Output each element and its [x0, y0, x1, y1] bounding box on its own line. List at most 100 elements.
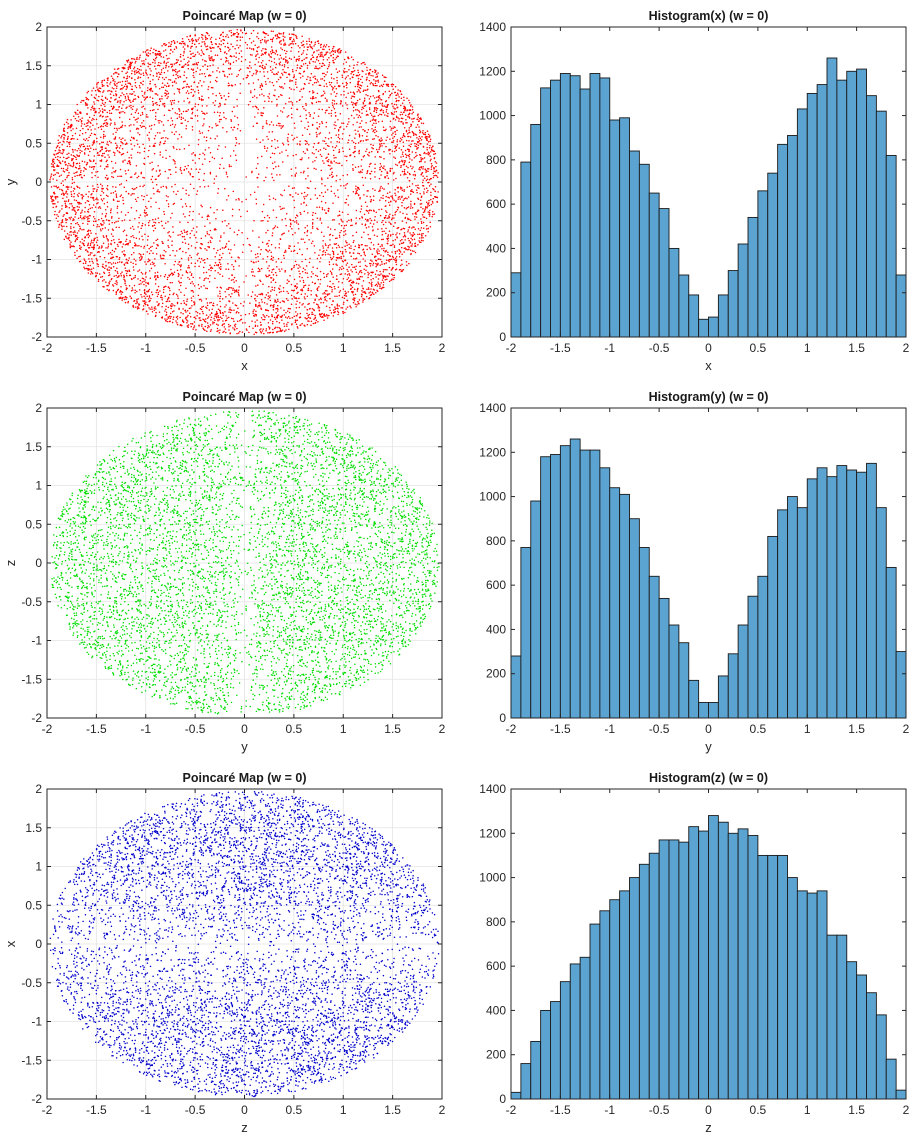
- scatter-point: [163, 210, 165, 213]
- scatter-point: [378, 250, 380, 252]
- scatter-point: [259, 84, 262, 87]
- scatter-point: [346, 70, 348, 73]
- scatter-point: [265, 150, 268, 152]
- scatter-point: [173, 126, 176, 128]
- scatter-point: [193, 316, 195, 319]
- scatter-point: [194, 162, 197, 164]
- scatter-point: [155, 68, 157, 70]
- scatter-point: [306, 142, 308, 145]
- scatter-point: [340, 94, 342, 96]
- scatter-point: [311, 281, 314, 284]
- scatter-point: [286, 279, 289, 281]
- scatter-point: [299, 312, 302, 315]
- scatter-point: [50, 186, 53, 188]
- scatter-point: [288, 97, 291, 99]
- scatter-point: [262, 314, 264, 316]
- scatter-point: [57, 201, 59, 203]
- scatter-point: [283, 257, 285, 259]
- scatter-point: [409, 219, 412, 222]
- scatter-point: [142, 80, 144, 83]
- scatter-point: [368, 98, 371, 100]
- scatter-point: [217, 271, 219, 274]
- scatter-point: [129, 274, 132, 276]
- scatter-point: [156, 289, 158, 292]
- scatter-point: [429, 144, 431, 147]
- scatter-point: [252, 49, 255, 51]
- scatter-point: [322, 195, 325, 198]
- scatter-point: [352, 76, 354, 79]
- scatter-point: [57, 139, 59, 142]
- scatter-point: [385, 195, 387, 198]
- scatter-point: [254, 324, 257, 327]
- scatter-point: [419, 229, 421, 232]
- scatter-point: [290, 168, 293, 170]
- scatter-point: [113, 138, 115, 140]
- scatter-point: [429, 225, 432, 228]
- scatter-point: [379, 166, 381, 169]
- scatter-point: [367, 94, 369, 97]
- scatter-point: [167, 239, 169, 241]
- scatter-point: [167, 70, 169, 72]
- scatter-point: [195, 317, 197, 320]
- scatter-point: [69, 218, 72, 220]
- scatter-point: [429, 155, 431, 157]
- scatter-point: [321, 108, 324, 111]
- scatter-point: [260, 248, 262, 251]
- scatter-point: [377, 283, 380, 285]
- scatter-point: [394, 259, 396, 261]
- scatter-point: [72, 164, 75, 166]
- scatter-point: [352, 164, 354, 166]
- scatter-point: [63, 238, 66, 241]
- scatter-point: [406, 213, 408, 216]
- scatter-point: [129, 139, 132, 142]
- scatter-point: [385, 111, 388, 113]
- scatter-point: [171, 85, 174, 87]
- scatter-point: [162, 67, 165, 70]
- scatter-point: [107, 229, 110, 231]
- scatter-point: [316, 288, 318, 290]
- scatter-point: [121, 251, 124, 253]
- scatter-point: [175, 166, 177, 169]
- scatter-point: [380, 208, 383, 211]
- scatter-point: [178, 274, 180, 276]
- scatter-point: [220, 58, 222, 60]
- scatter-point: [390, 195, 392, 197]
- scatter-point: [255, 69, 257, 72]
- scatter-point: [246, 237, 249, 240]
- scatter-point: [196, 315, 198, 317]
- scatter-point: [430, 203, 433, 206]
- scatter-point: [104, 124, 107, 127]
- scatter-point: [75, 199, 78, 202]
- scatter-point: [150, 291, 153, 293]
- scatter-point: [138, 84, 141, 87]
- scatter-point: [65, 157, 67, 160]
- scatter-point: [408, 140, 410, 142]
- scatter-point: [327, 226, 329, 228]
- scatter-point: [356, 278, 358, 280]
- scatter-point: [324, 191, 327, 193]
- scatter-point: [227, 62, 230, 64]
- scatter-point: [366, 85, 369, 87]
- scatter-point: [334, 111, 337, 114]
- scatter-point: [313, 142, 316, 145]
- scatter-point: [261, 84, 263, 87]
- scatter-point: [123, 85, 126, 88]
- scatter-point: [241, 331, 244, 333]
- scatter-point: [129, 295, 131, 297]
- scatter-point: [199, 132, 201, 135]
- scatter-point: [322, 59, 325, 61]
- scatter-point: [188, 60, 190, 62]
- scatter-point: [106, 98, 109, 101]
- scatter-point: [380, 282, 382, 284]
- scatter-point: [350, 269, 352, 271]
- scatter-point: [296, 143, 299, 145]
- scatter-point: [399, 174, 402, 176]
- scatter-point: [190, 256, 193, 259]
- scatter-point: [93, 188, 96, 190]
- scatter-point: [403, 197, 406, 200]
- scatter-point: [60, 189, 63, 191]
- scatter-point: [207, 96, 210, 99]
- scatter-point: [374, 259, 377, 262]
- scatter-point: [165, 137, 167, 139]
- scatter-point: [72, 154, 75, 157]
